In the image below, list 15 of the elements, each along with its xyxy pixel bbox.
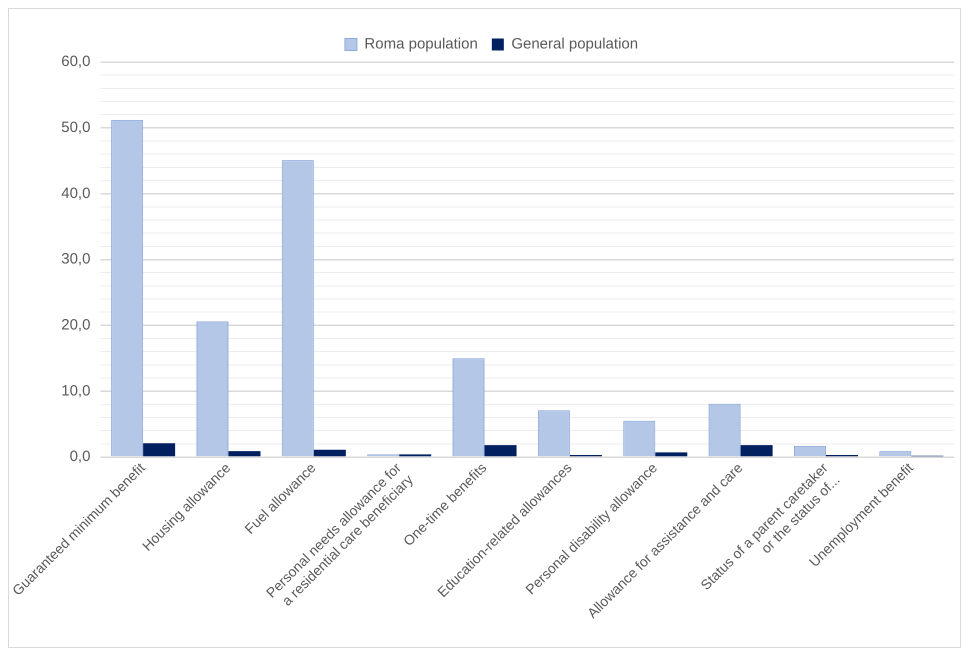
y-tick-label: 10,0 <box>61 382 90 400</box>
y-tick-label: 40,0 <box>61 184 90 202</box>
legend-label: General population <box>511 36 638 53</box>
bar <box>228 451 260 456</box>
y-tick-label: 50,0 <box>61 118 90 136</box>
bar <box>143 443 176 456</box>
bar <box>484 445 517 456</box>
bar <box>740 445 773 456</box>
legend-label: Roma population <box>364 36 478 53</box>
y-tick-label: 30,0 <box>61 250 90 268</box>
y-tick-label: 20,0 <box>61 316 90 334</box>
y-tick-label: 60,0 <box>61 53 90 70</box>
bar <box>314 450 346 456</box>
bar <box>655 452 688 456</box>
y-tick-label: 0,0 <box>70 448 90 466</box>
